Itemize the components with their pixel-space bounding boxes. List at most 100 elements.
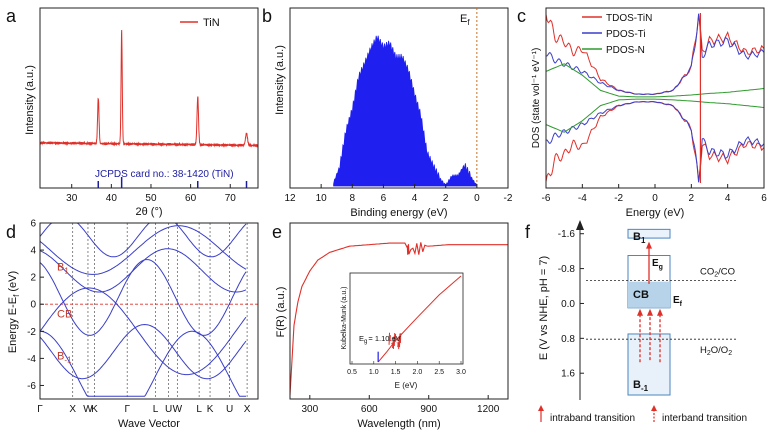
y-axis-label-f: E (V vs NHE, pH = 7)	[538, 256, 550, 360]
inset-annotation-e: Eg= 1.10 eV	[359, 334, 401, 345]
redox-label-co2: CO2/CO	[700, 266, 735, 278]
band-label: B1	[57, 261, 69, 275]
inset-x-tick-label: 0.5	[347, 369, 357, 376]
redox-label-part: /CO	[718, 266, 735, 277]
x-ticks-d: Γ X WK Γ L U W L K U X	[37, 404, 251, 415]
band-label-eg-sub: g	[659, 264, 663, 271]
y-tick-label: 6	[30, 219, 36, 230]
band-box-bm1	[627, 333, 671, 396]
legend-f-intraband-arrowhead	[538, 405, 544, 411]
k-point-label: K	[207, 404, 214, 415]
interband-arrow-head	[647, 308, 653, 316]
k-point-label: Γ	[37, 404, 43, 415]
panel-c-frame	[545, 7, 765, 189]
y-axis-label-c: DOS (state vol⁻¹ eV⁻¹)	[531, 48, 542, 149]
k-point-label: L	[196, 404, 202, 415]
band-label-cb-main: CB	[633, 289, 649, 301]
band-label-ef-sub: f	[680, 301, 683, 308]
inset-x-tick-label: 2.0	[413, 369, 423, 376]
inset-x-tick-label: 3.0	[456, 369, 466, 376]
band-curve	[39, 287, 247, 376]
dos-curve-pdos-ti	[545, 13, 765, 95]
panel-a-plot	[39, 29, 259, 188]
legend-c-label-ti: PDOS-Ti	[606, 29, 646, 40]
band-curve	[39, 248, 247, 293]
band-label-bm1: B-1	[633, 379, 649, 393]
band-label-cb: CB	[633, 289, 649, 301]
band-label-eg: Eg	[652, 258, 663, 271]
x-tick-label: -6	[542, 193, 551, 204]
band-label: CB	[57, 309, 72, 321]
y-axis-label-d: Energy E-Ef (eV)	[7, 271, 21, 353]
band-box-cb-fill	[628, 281, 670, 308]
x-tick-label: 70	[225, 193, 237, 204]
inset-y-label-e: Kubelka-Munk (a.u.)	[341, 286, 348, 349]
band-label-main: CB	[57, 309, 72, 321]
y-ticks-f: -1.6 -0.8 0.0 0.8 1.6	[558, 229, 584, 380]
legend-c-label-tdos: TDOS-TiN	[606, 13, 652, 24]
x-tick-label: 12	[284, 193, 296, 204]
x-tick-label: 600	[361, 404, 378, 415]
legend-c: TDOS-TiN PDOS-Ti PDOS-N	[582, 13, 652, 56]
legend-a-label: TiN	[203, 17, 220, 29]
y-tick-label: 4	[30, 246, 36, 257]
panel-letter-d: d	[6, 222, 16, 242]
dos-curve-pdos-n	[545, 63, 765, 98]
y-tick-label: -2	[27, 327, 36, 338]
x-tick-label: 2	[689, 193, 695, 204]
x-tick-label: -2	[614, 193, 623, 204]
redox-label-h2o: H2O/O2	[700, 345, 732, 357]
y-tick-label: -4	[27, 354, 36, 365]
redox-label-part: CO	[700, 266, 714, 277]
y-tick-label: 1.6	[561, 369, 575, 380]
x-ticks-b: 12 10 8 6 4 2 0 -2	[284, 184, 513, 204]
redox-label-part: 2	[714, 271, 718, 278]
inset-e-frame	[349, 272, 464, 365]
legend-f-interband-label: interband transition	[662, 413, 747, 424]
x-tick-label: 0	[474, 193, 480, 204]
x-axis-label-b: Binding energy (eV)	[350, 207, 447, 219]
x-tick-label: 4	[412, 193, 418, 204]
band-label-b1-sub: 1	[641, 236, 646, 245]
interband-arrow-head	[637, 308, 643, 316]
panel-b-frame	[289, 7, 509, 189]
y-axis-label-e: F(R) (a.u.)	[275, 287, 287, 338]
panel-b-plot	[333, 35, 478, 188]
panel-b: b Ef 12 10 8 6 4 2 0 -2 Binding energy (eV) Int…	[262, 6, 513, 219]
x-tick-label: 40	[106, 193, 118, 204]
x-tick-label: 2	[443, 193, 449, 204]
band-label-bm1-sub: -1	[641, 384, 649, 393]
x-tick-label: 6	[761, 193, 767, 204]
inset-e-plot	[377, 275, 462, 363]
k-point-label: Γ	[124, 404, 130, 415]
x-tick-label: 300	[301, 404, 318, 415]
x-tick-label: 4	[725, 193, 731, 204]
x-tick-label: 0	[652, 193, 658, 204]
panel-c-plot	[545, 13, 765, 183]
panel-letter-a: a	[6, 6, 17, 26]
band-label-ef-main: E	[673, 295, 680, 306]
band-curve	[39, 259, 247, 336]
y-ticks-d: -6 -4 -2 0 2 4 6	[27, 219, 44, 392]
band-curve	[39, 323, 247, 380]
inset-x-ticks-e: 0.5 1.0 1.5 2.0 2.5 3.0	[347, 361, 466, 376]
k-point-label: L	[153, 404, 159, 415]
y-axis-label-a: Intensity (a.u.)	[24, 65, 36, 135]
k-point-label: W	[83, 404, 93, 415]
x-tick-label: -4	[578, 193, 587, 204]
panel-letter-e: e	[272, 222, 282, 242]
x-tick-label: 60	[185, 193, 197, 204]
band-curve	[39, 222, 247, 258]
x-axis-label-c: Energy (eV)	[626, 207, 685, 219]
x-tick-label: 10	[316, 193, 328, 204]
band-label-b1: B1	[633, 231, 646, 245]
panel-f: f -1.6 -0.8 0.0 0.8 1.6 E (V vs NHE, pH = 7)…	[525, 220, 747, 424]
x-ticks-e: 300 600 900 1200	[301, 395, 500, 415]
x-ticks-c: -6 -4 -2 0 2 4 6	[542, 184, 767, 204]
band-label-main: B	[57, 261, 64, 273]
xrd-curve-tin	[39, 29, 259, 148]
k-point-label: K	[91, 404, 98, 415]
dos-curve-tdos-tin	[545, 100, 765, 182]
